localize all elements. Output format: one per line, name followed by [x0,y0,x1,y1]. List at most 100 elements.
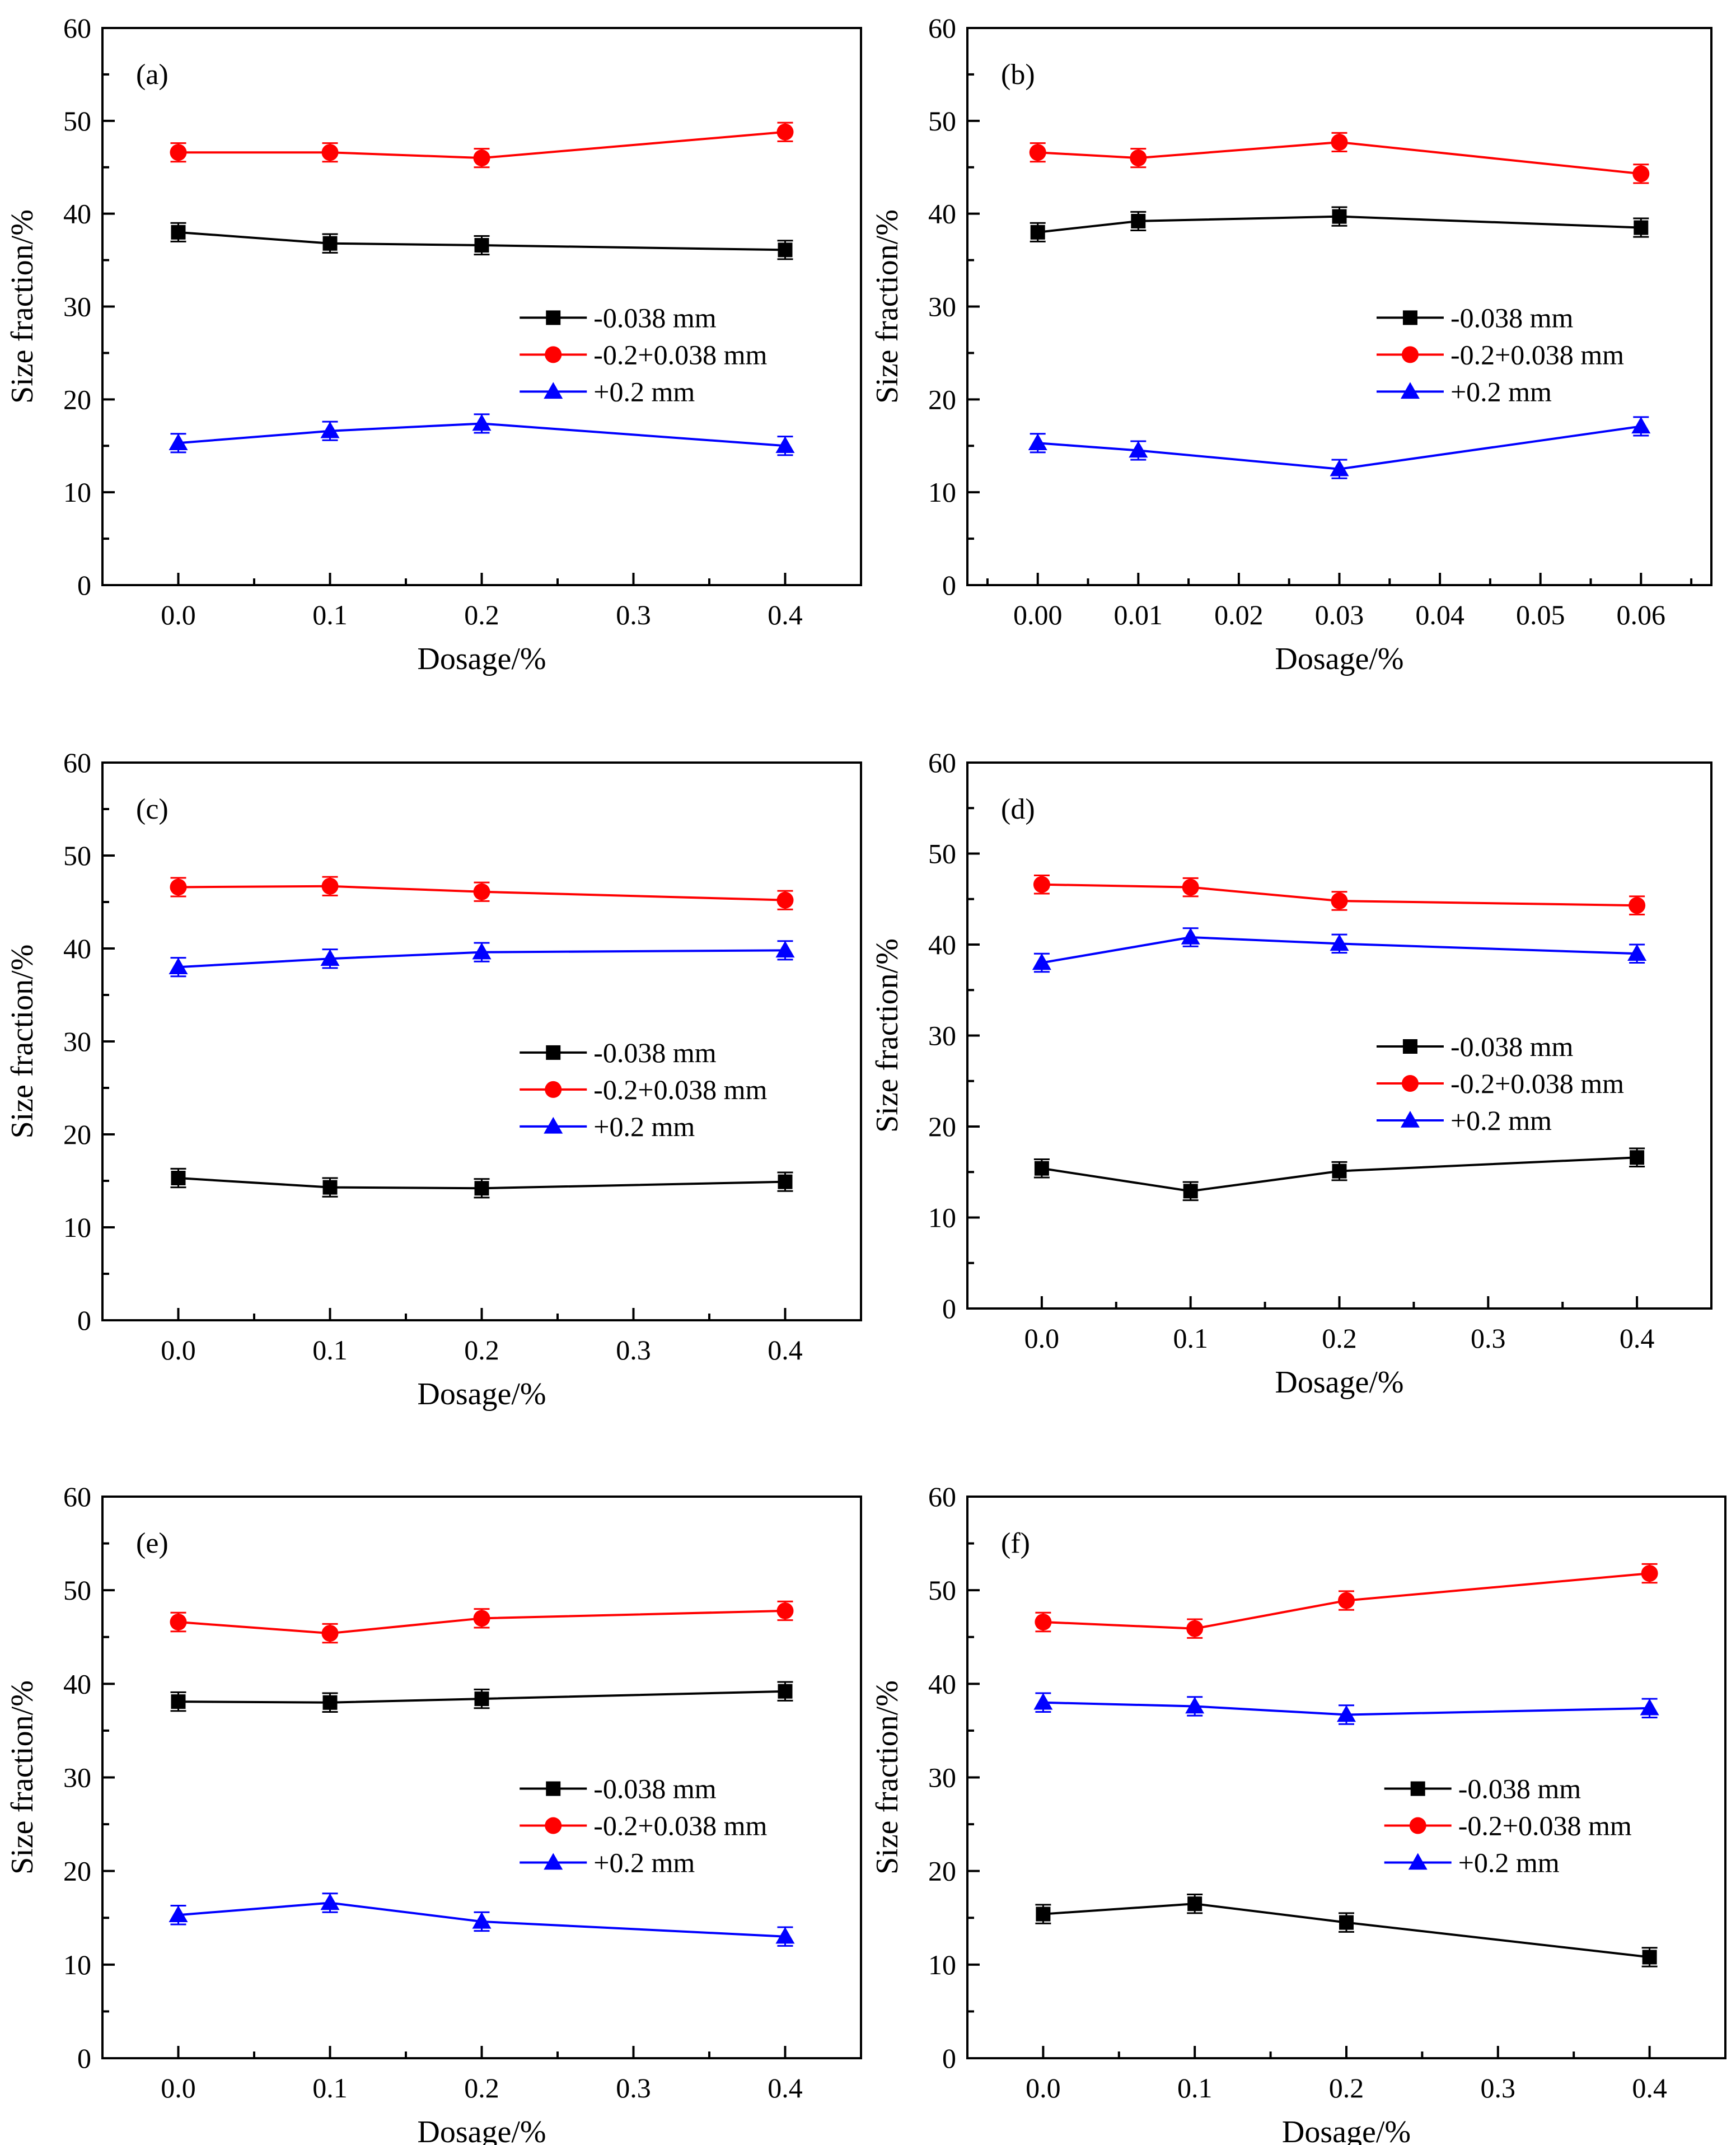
data-point [321,877,339,895]
y-tick-label: 30 [928,1762,956,1793]
data-point [1634,220,1649,235]
legend-label: -0.2+0.038 mm [593,1074,767,1105]
x-tick-label: 0.3 [1481,2072,1516,2104]
x-axis-title: Dosage/% [417,1377,546,1412]
legend-label: -0.2+0.038 mm [1450,339,1624,370]
panel-a: 0 10 20 30 40 50 60 0.0 0.1 0.2 0.3 0.4 Dosage/% Size… [5,12,862,676]
y-tick-label: 50 [928,105,956,137]
data-point [775,436,795,453]
data-point [1641,1565,1658,1582]
data-point [775,941,795,958]
series-line [178,422,785,447]
legend-marker [1401,1075,1419,1092]
x-tick-label: 0.1 [312,599,348,630]
legend-label: +0.2 mm [593,1111,695,1142]
y-axis-title: Size fraction/% [5,209,40,404]
series-2 [1033,1692,1659,1725]
data-point [776,1602,794,1619]
legend-marker [546,1045,561,1060]
legend-label: -0.038 mm [1450,302,1574,333]
data-point [778,242,793,258]
y-tick-label: 10 [928,1949,956,1980]
data-point [1034,1161,1049,1176]
x-axis-title: Dosage/% [417,2115,546,2145]
x-tick-label: 0.4 [1620,1322,1655,1354]
data-point [1642,1950,1657,1965]
y-tick-label: 40 [928,929,956,960]
data-point [472,1912,492,1929]
data-point [1330,459,1349,476]
data-point [474,1181,489,1196]
data-point [474,238,489,253]
data-point [1131,213,1146,228]
legend-marker [1408,1853,1428,1870]
x-tick-label: 0.0 [1026,2072,1061,2104]
data-point [1029,144,1046,161]
data-point [1338,1592,1355,1609]
x-tick-label: 0.2 [464,2072,499,2104]
legend-marker [1410,1781,1425,1796]
y-axis-title: Size fraction/% [870,938,905,1133]
x-axis-title: Dosage/% [417,642,546,676]
x-tick-label: 0.01 [1114,599,1163,630]
data-point [1629,897,1646,914]
legend-label: +0.2 mm [1450,376,1552,407]
x-tick-label: 0.0 [161,1334,196,1366]
y-tick-label: 20 [928,1111,956,1142]
data-point [1036,1906,1051,1922]
data-point [473,149,490,167]
series-line [1043,1572,1650,1630]
series-line [178,1177,785,1190]
series-line [1041,883,1637,907]
y-tick-label: 20 [928,1856,956,1887]
legend-marker [1402,310,1417,325]
series-1 [1035,1563,1658,1639]
panel-label: (c) [136,793,169,825]
series-line [1037,215,1641,233]
y-tick-label: 50 [63,105,91,137]
y-tick-label: 60 [928,747,956,778]
x-tick-label: 0.04 [1415,599,1464,630]
y-tick-label: 0 [77,1305,91,1336]
legend: -0.038 mm -0.2+0.038 mm +0.2 mm [520,302,767,407]
data-point [1332,209,1347,224]
data-point [1035,1614,1052,1631]
legend-marker [1400,382,1420,399]
panel-d: 0 10 20 30 40 50 60 0.0 0.1 0.2 0.3 0.4 Dosage/% Size… [870,747,1712,1400]
y-tick-label: 60 [63,747,91,778]
series-0 [170,1167,793,1199]
legend-label: -0.038 mm [593,1773,717,1805]
data-point [1332,1163,1347,1179]
data-point [776,123,794,141]
series-line [178,885,785,901]
series-2 [1032,927,1647,973]
legend-marker [544,382,563,399]
x-tick-label: 0.00 [1013,599,1063,630]
data-point [169,433,188,451]
data-point [1033,876,1050,893]
series-line [1037,425,1641,470]
x-tick-label: 0.1 [312,1334,348,1366]
y-tick-label: 50 [63,840,91,871]
x-axis-title: Dosage/% [1275,642,1403,676]
data-point [1033,1693,1053,1710]
x-tick-label: 0.0 [161,2072,196,2104]
legend: -0.038 mm -0.2+0.038 mm +0.2 mm [1384,1773,1632,1878]
data-point [1129,441,1148,458]
panel-c: 0 10 20 30 40 50 60 0.0 0.1 0.2 0.3 0.4 Dosage/% Size… [5,747,862,1412]
y-tick-label: 30 [928,1020,956,1052]
y-tick-label: 50 [928,838,956,870]
series-0 [170,222,793,260]
legend: -0.038 mm -0.2+0.038 mm +0.2 mm [1376,1031,1624,1136]
y-tick-label: 40 [928,1668,956,1699]
data-point [169,1905,188,1922]
data-point [775,1927,795,1944]
y-axis-title: Size fraction/% [5,1680,40,1875]
data-point [474,1691,489,1707]
data-point [1630,1150,1645,1165]
y-tick-label: 40 [63,1668,91,1699]
series-2 [169,413,795,456]
data-point [1187,1896,1202,1912]
data-point [171,1694,186,1709]
data-point [170,1614,187,1631]
